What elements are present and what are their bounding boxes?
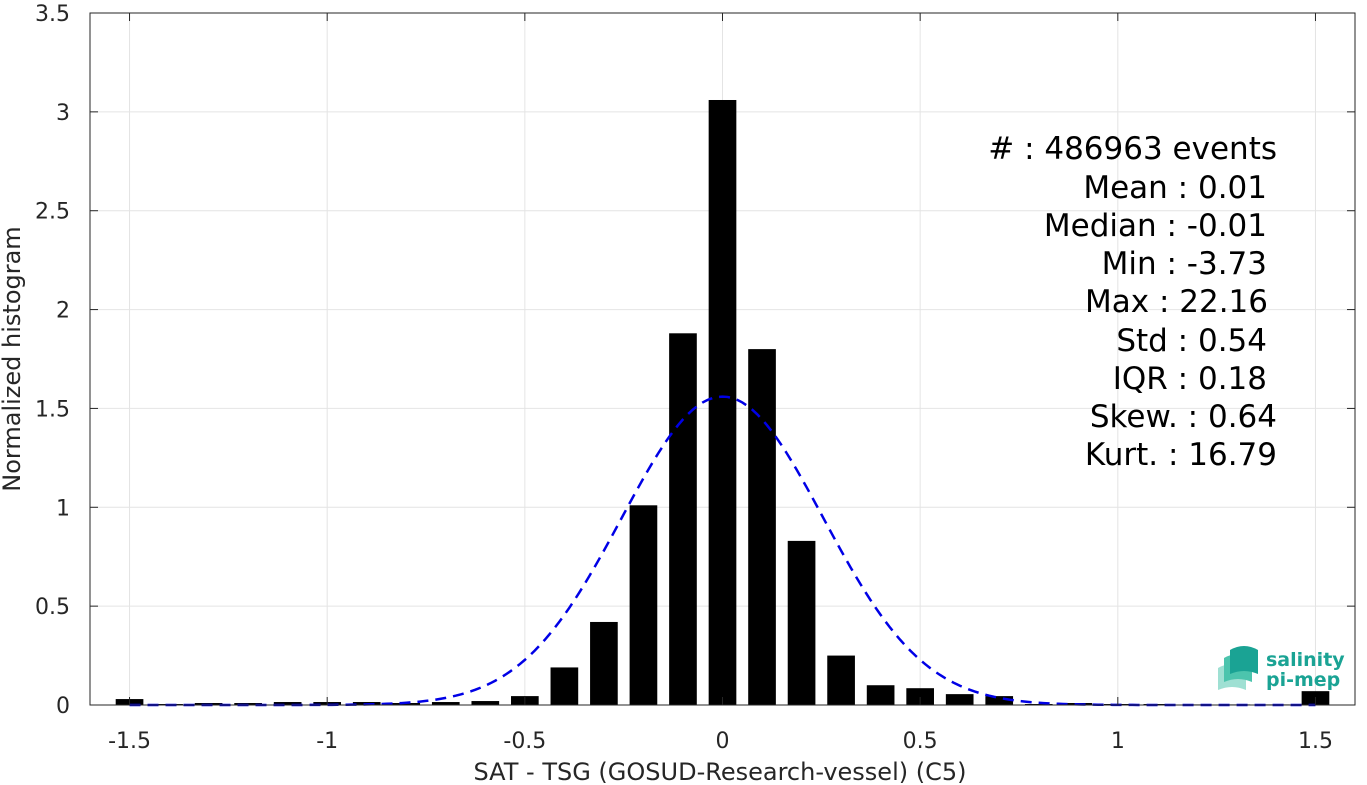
- x-tick-label-3: 0: [716, 729, 730, 754]
- x-tick-label-1: -1: [316, 729, 338, 754]
- logo-text-line1: salinity: [1266, 649, 1345, 671]
- stats-kurt: Kurt. : 16.79: [1085, 437, 1277, 473]
- y-tick-label-5: 2.5: [35, 200, 70, 225]
- histogram-bar-4: [273, 702, 302, 705]
- histogram-bar-20: [906, 688, 934, 705]
- histogram-bar-11: [550, 667, 579, 705]
- histogram-bars: [115, 99, 1330, 706]
- y-tick-label-6: 3: [56, 101, 70, 126]
- histogram-bar-19: [866, 685, 895, 705]
- logo-wave-icon: [1218, 646, 1258, 690]
- x-axis-label: SAT - TSG (GOSUD-Research-vessel) (C5): [474, 758, 967, 785]
- axis-ticks: [90, 12, 1355, 706]
- histogram-bar-13: [629, 505, 658, 705]
- y-tick-label-7: 3.5: [35, 2, 70, 27]
- histogram-bar-14: [669, 333, 697, 705]
- histogram-bar-16: [748, 349, 776, 705]
- stats-iqr: IQR : 0.18: [1113, 361, 1267, 397]
- x-tick-labels: -1.5 -1 -0.5 0 0.5 1 1.5: [108, 729, 1333, 754]
- x-tick-label-5: 1: [1111, 729, 1125, 754]
- stats-events: # : 486963 events: [988, 131, 1277, 167]
- histogram-bar-21: [945, 694, 974, 705]
- salinity-pimep-logo: salinity pi-mep: [1218, 646, 1345, 691]
- histogram-bar-15: [708, 99, 737, 706]
- stats-skew: Skew. : 0.64: [1090, 399, 1277, 435]
- histogram-bar-22: [985, 696, 1014, 705]
- histogram-bar-7: [392, 703, 421, 705]
- x-tick-label-6: 1.5: [1298, 729, 1333, 754]
- x-tick-label-4: 0.5: [903, 729, 938, 754]
- y-axis-label: Normalized histogram: [0, 226, 26, 491]
- stats-std: Std : 0.54: [1116, 323, 1267, 359]
- stats-box: # : 486963 events Mean : 0.01 Median : -…: [988, 131, 1277, 473]
- logo-text-line2: pi-mep: [1266, 669, 1340, 691]
- y-tick-label-4: 2: [56, 299, 70, 324]
- x-tick-label-0: -1.5: [108, 729, 151, 754]
- y-tick-labels: 0 0.5 1 1.5 2 2.5 3 3.5: [35, 2, 70, 719]
- histogram-bar-17: [787, 540, 816, 705]
- histogram-bar-9: [471, 701, 500, 705]
- y-tick-label-0: 0: [56, 694, 70, 719]
- stats-min: Min : -3.73: [1102, 246, 1267, 282]
- histogram-bar-8: [431, 702, 460, 705]
- stats-max: Max : 22.16: [1085, 284, 1268, 320]
- y-tick-label-3: 1.5: [35, 397, 70, 422]
- stats-mean: Mean : 0.01: [1083, 170, 1267, 206]
- x-tick-label-2: -0.5: [503, 729, 546, 754]
- histogram-bar-18: [827, 655, 855, 705]
- histogram-bar-12: [590, 621, 618, 705]
- y-tick-label-1: 0.5: [35, 595, 70, 620]
- y-tick-label-2: 1: [56, 496, 70, 521]
- stats-median: Median : -0.01: [1044, 208, 1267, 244]
